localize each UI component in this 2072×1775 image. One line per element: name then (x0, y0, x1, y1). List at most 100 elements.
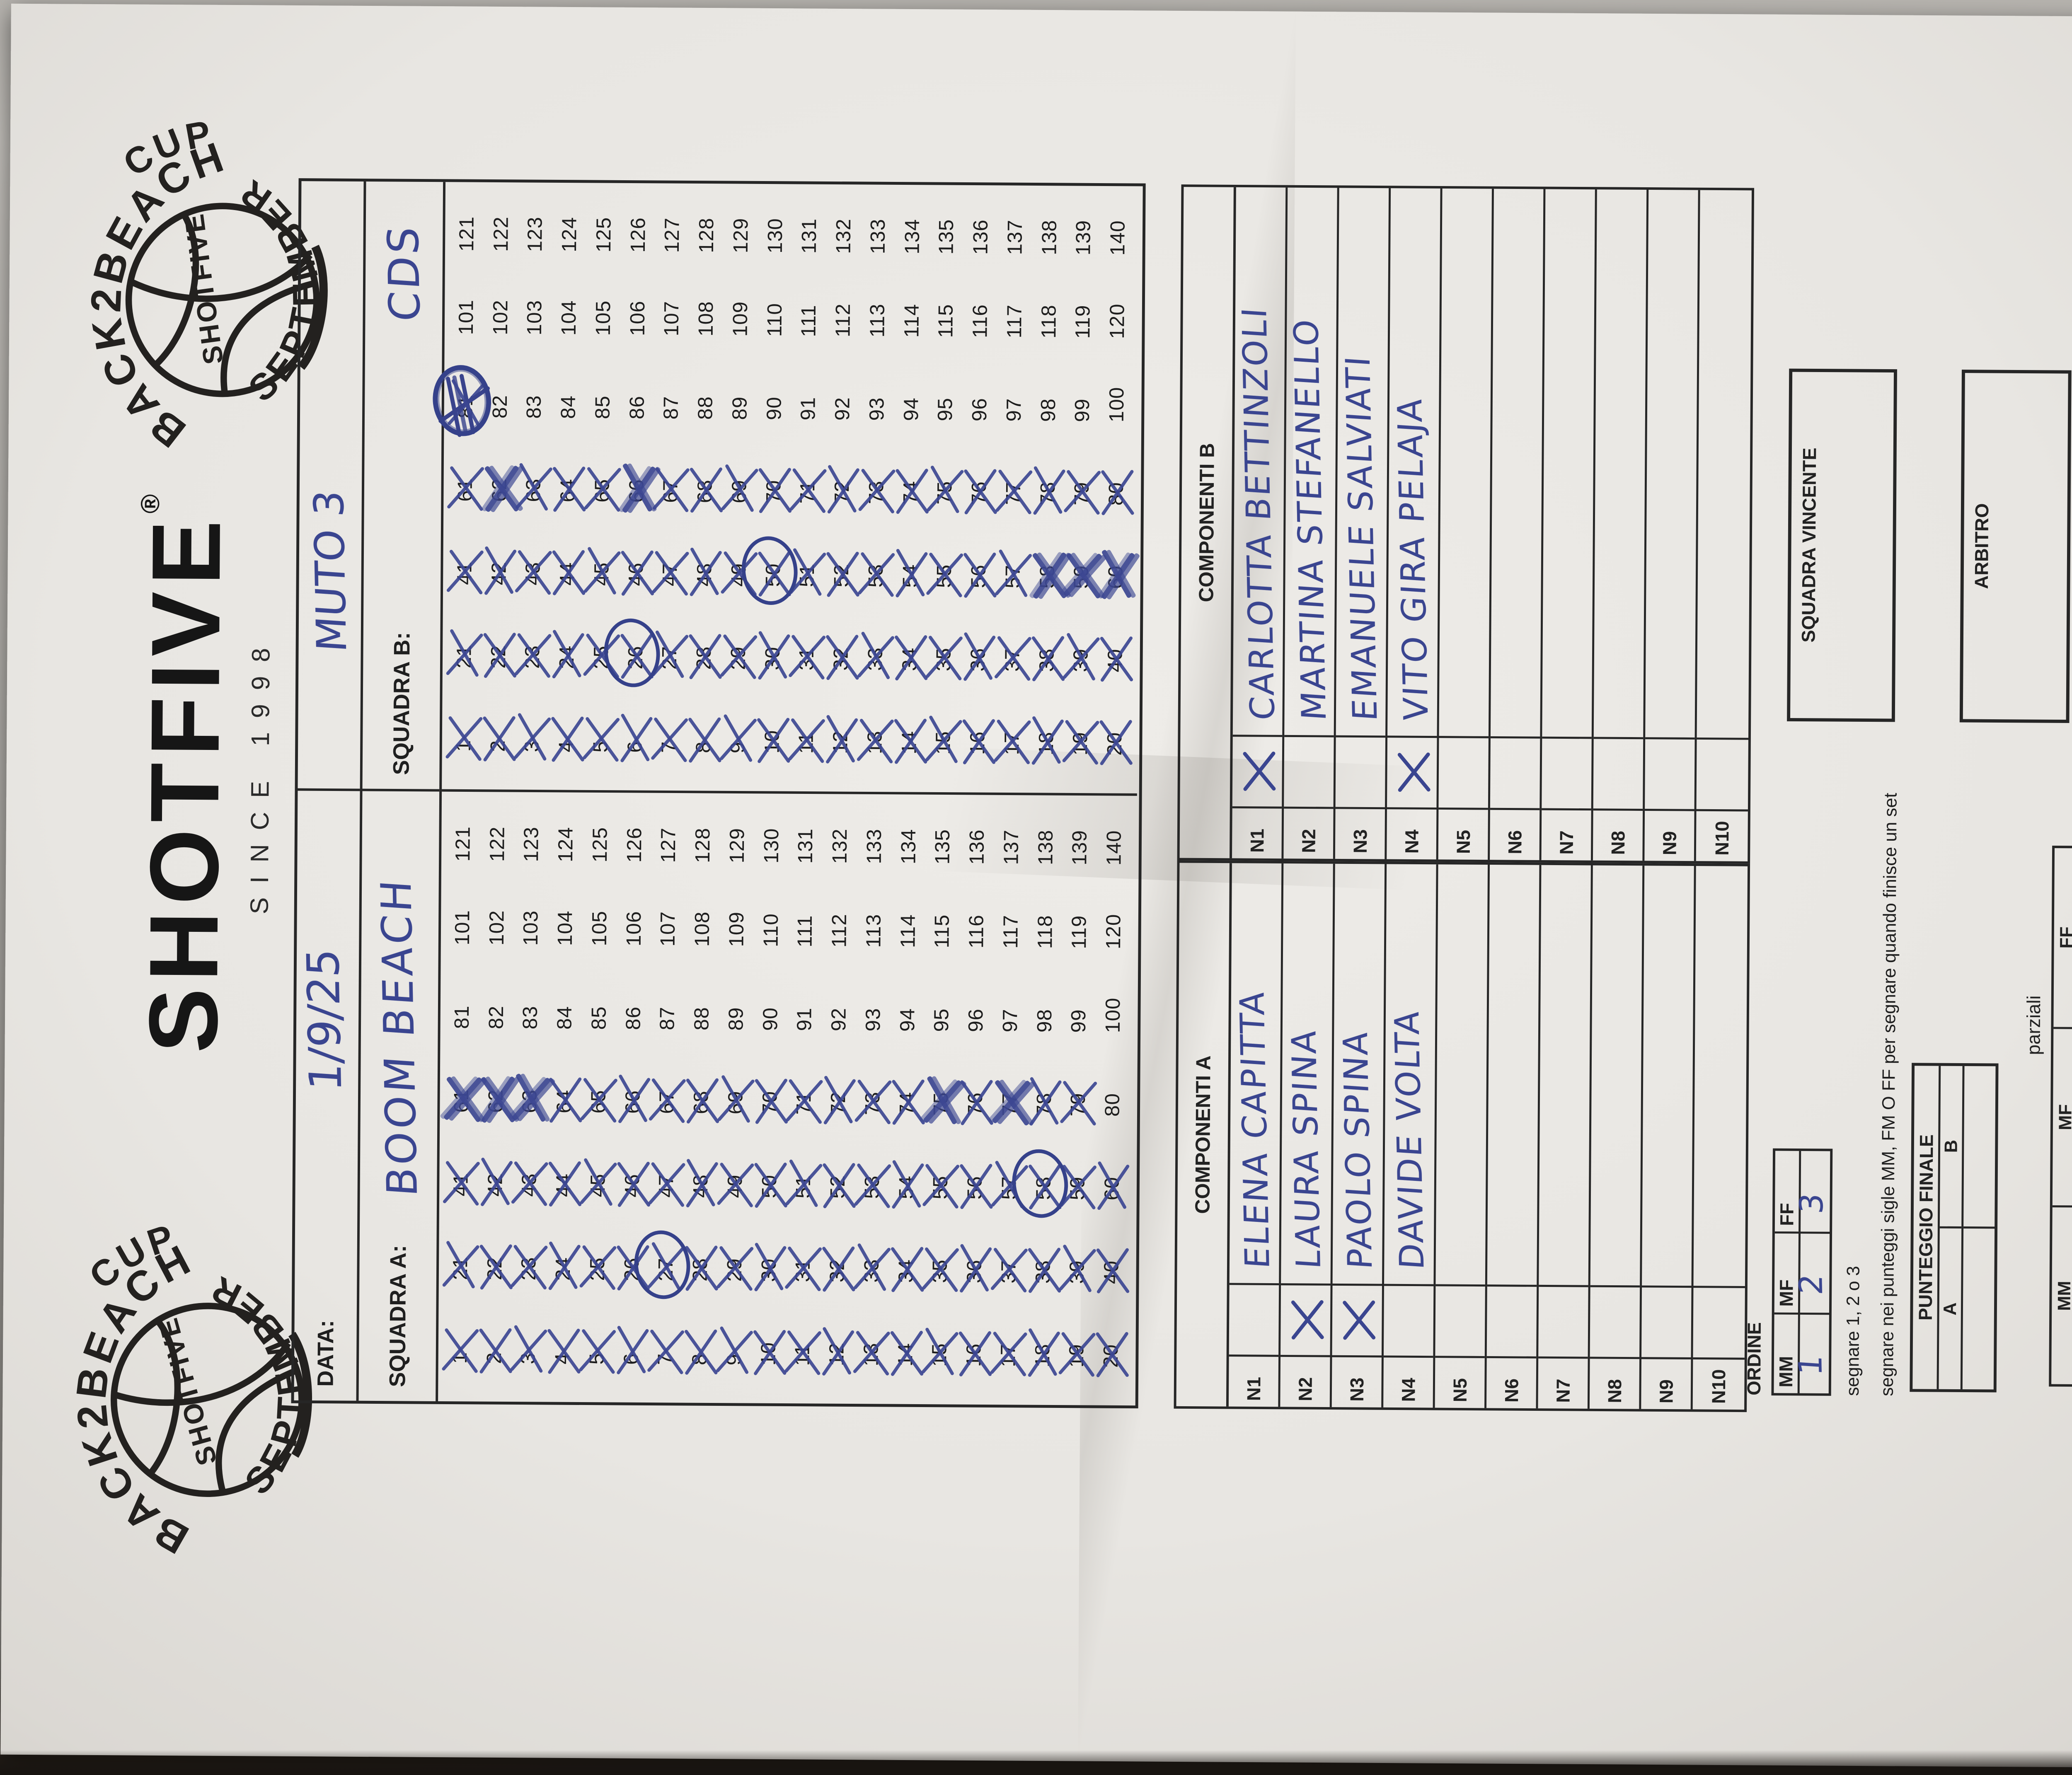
grid-number-b-116: 116 (968, 304, 992, 339)
grid-number-a-4: 4 (545, 1302, 580, 1386)
best-player-x-cell (1538, 1284, 1588, 1359)
grid-number-a-106: 106 (622, 911, 645, 947)
grid-number-b-79: 79 (1065, 443, 1099, 527)
row-number-label: N5 (1452, 829, 1474, 854)
grid-number-b-73: 73 (859, 442, 893, 526)
grid-number-b-61: 61 (448, 440, 482, 523)
componenti-a-title: COMPONENTI A (1176, 863, 1232, 1407)
grid-number-a-111: 111 (793, 915, 817, 948)
punteggio-finale-values (1963, 1066, 1997, 1390)
grid-number-a-18: 18 (1025, 1305, 1060, 1389)
grid-number-a-60: 60 (1094, 1138, 1129, 1222)
grid-number-a-51: 51 (786, 1136, 821, 1220)
grid-number-a-13: 13 (854, 1304, 888, 1388)
grid-number-a-37: 37 (991, 1221, 1026, 1305)
handwritten-team-a-name: BOOM BEACH (372, 875, 427, 1198)
player-name-cell (1435, 864, 1488, 1284)
handwritten-date: 1/9/25 (297, 947, 352, 1093)
data-label: DATA: (312, 1320, 339, 1387)
grid-number-b-75: 75 (927, 443, 962, 526)
grid-number-b-38: 38 (1029, 610, 1064, 694)
componenti-a-row-n5: N5 (1435, 864, 1490, 1408)
grid-number-a-27: 27 (631, 1219, 694, 1303)
componenti-b-row-n7: N7 (1541, 189, 1597, 861)
grid-number-a-21: 21 (443, 1217, 477, 1301)
squadra-vincente-box: SQUADRA VINCENTE (1787, 368, 1897, 722)
grid-number-b-71: 71 (790, 442, 825, 525)
player-name-cell (1487, 865, 1539, 1285)
grid-number-a-6: 6 (614, 1302, 649, 1386)
grid-number-b-138: 138 (1037, 220, 1061, 255)
grid-number-b-115: 115 (934, 304, 957, 338)
grid-number-b-1: 1 (446, 689, 481, 773)
grid-number-a-14: 14 (888, 1304, 922, 1388)
grid-number-b-122: 122 (489, 216, 513, 252)
grid-number-b-20: 20 (1097, 694, 1132, 777)
best-player-x-cell (1696, 737, 1749, 812)
best-player-x-cell (1284, 735, 1334, 809)
grid-number-a-93: 93 (861, 1008, 885, 1032)
grid-number-a-104: 104 (553, 910, 577, 946)
grid-number-b-84: 84 (557, 395, 580, 419)
round-cell: MUTO 3 (298, 181, 364, 791)
grid-number-b-22: 22 (481, 606, 516, 690)
grid-number-a-129: 129 (725, 827, 749, 863)
grid-number-a-116: 116 (964, 914, 988, 949)
grid-number-a-140: 140 (1102, 830, 1126, 866)
best-player-x-cell (1593, 737, 1644, 811)
grid-number-b-108: 108 (694, 301, 718, 337)
grid-number-a-136: 136 (965, 829, 988, 865)
grid-number-b-77: 77 (996, 443, 1031, 527)
grid-number-a-92: 92 (827, 1007, 850, 1032)
grid-number-b-67: 67 (653, 441, 688, 525)
player-name-cell: MARTINA STEFANELLO (1284, 188, 1337, 735)
grid-number-a-78: 78 (1026, 1054, 1061, 1138)
grid-number-a-23: 23 (511, 1218, 546, 1302)
grid-number-a-35: 35 (922, 1221, 957, 1305)
team-a-cell: SQUADRA A: BOOM BEACH (359, 791, 440, 1401)
grid-number-b-98: 98 (1036, 398, 1060, 422)
grid-number-b-34: 34 (892, 609, 927, 692)
grid-number-b-26: 26 (600, 607, 664, 691)
handwritten-player-name: MARTINA STEFANELLO (1287, 317, 1334, 722)
grid-number-b-100: 100 (1105, 387, 1128, 423)
best-player-x-cell (1438, 736, 1489, 810)
grid-number-b-16: 16 (960, 693, 995, 776)
grid-number-b-45: 45 (584, 524, 619, 607)
grid-number-b-41: 41 (447, 523, 482, 607)
team-b-label: SQUADRA B: (388, 632, 415, 775)
grid-number-a-88: 88 (690, 1006, 713, 1031)
grid-number-b-14: 14 (891, 692, 926, 776)
punteggio-finale-headers: A B (1939, 1066, 1965, 1390)
grid-number-b-12: 12 (823, 692, 858, 776)
ordine-header-ff: FF (1774, 1151, 1801, 1232)
componenti-a-row-n7: N7 (1538, 865, 1593, 1409)
grid-number-b-59: 59 (1064, 527, 1099, 610)
grid-number-b-62: 62 (482, 440, 517, 523)
grid-number-b-103: 103 (523, 300, 546, 336)
grid-number-a-2: 2 (477, 1301, 511, 1386)
grid-number-b-129: 129 (729, 218, 753, 254)
grid-number-b-102: 102 (489, 300, 512, 336)
player-name-cell: EMANUELE SALVIATI (1336, 188, 1389, 735)
grid-number-a-10: 10 (751, 1303, 786, 1387)
parziali-group-mf: MF (2052, 1027, 2072, 1206)
grid-number-b-131: 131 (797, 218, 821, 254)
grid-number-b-50: 50 (738, 525, 801, 608)
grid-number-a-100: 100 (1101, 997, 1125, 1033)
registered-mark: ® (135, 494, 165, 514)
row-number-label: N6 (1501, 1378, 1522, 1403)
player-name-cell (1697, 190, 1752, 738)
grid-number-a-85: 85 (587, 1006, 610, 1030)
grid-number-b-9: 9 (720, 691, 755, 775)
grid-number-b-8: 8 (686, 691, 721, 775)
ordine-header-mf: MF (1774, 1231, 1801, 1313)
grid-number-b-99: 99 (1070, 398, 1094, 422)
grid-number-b-123: 123 (523, 216, 547, 252)
componenti-b-row-n4: N4 VITO GIRA PELAJA (1387, 188, 1443, 860)
grid-number-a-62: 62 (478, 1050, 513, 1134)
data-cell: DATA: 1/9/25 (294, 791, 360, 1400)
grid-number-b-11: 11 (789, 692, 823, 775)
grid-number-b-113: 113 (865, 303, 889, 338)
handwritten-order-2: 2 (1792, 1273, 1830, 1296)
